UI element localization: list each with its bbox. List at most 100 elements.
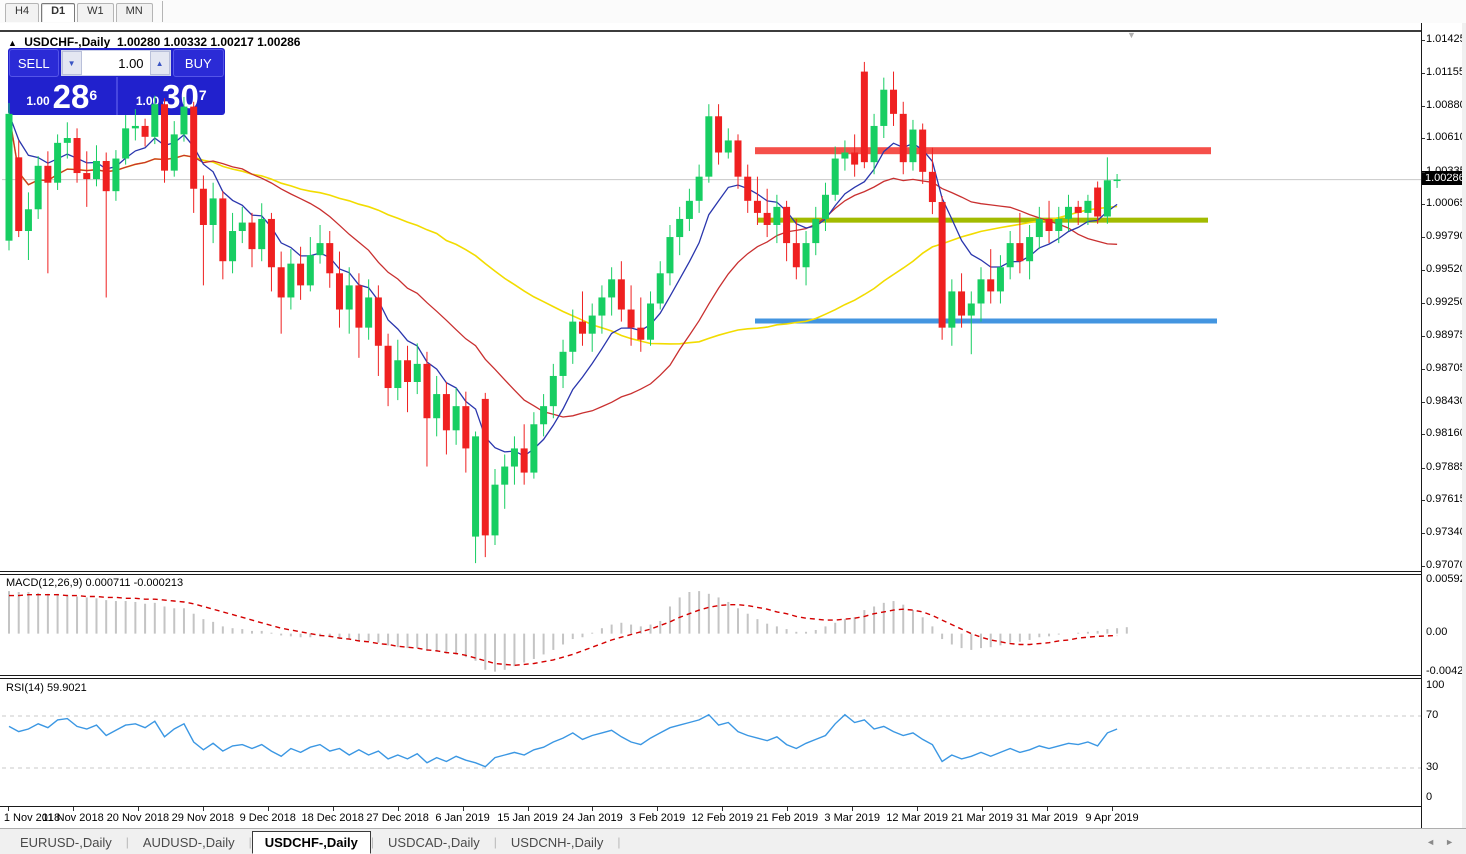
macd-axis-label: -0.004241 [1426, 665, 1466, 677]
candle-body [685, 200, 693, 219]
price-axis-label: 1.00880 [1426, 98, 1466, 111]
date-axis-label: 3 Mar 2019 [824, 812, 881, 824]
pane-separator[interactable] [0, 675, 1421, 676]
bid-price-button[interactable]: 1.00 28 6 [8, 77, 118, 115]
chart-ohlc-values: 1.00280 1.00332 1.00217 1.00286 [116, 35, 301, 49]
macd-indicator-canvas[interactable] [2, 576, 1421, 675]
symbol-tab-usdcnh[interactable]: USDCNH-,Daily [510, 835, 604, 850]
hline-support [755, 318, 1217, 324]
symbol-tab-usdchf[interactable]: USDCHF-,Daily [251, 831, 371, 854]
price-chart-canvas[interactable] [2, 32, 1421, 571]
candle-body [287, 263, 295, 298]
candle-body [1055, 218, 1063, 232]
date-axis-label: 6 Jan 2019 [435, 812, 490, 824]
candle-body [695, 176, 703, 201]
price-axis-label: 0.98160 [1426, 427, 1466, 440]
candle-body [491, 484, 499, 536]
date-axis-label: 9 Apr 2019 [1085, 812, 1139, 824]
date-axis-tick [202, 807, 204, 811]
price-axis-tick [1422, 434, 1425, 436]
chart-window: ▼ ▲ USDCHF-,Daily 1.00280 1.00332 1.0021… [0, 23, 1466, 829]
candle-body [617, 279, 625, 310]
date-axis-tick [592, 807, 594, 811]
timeframe-tab-d1[interactable]: D1 [41, 3, 76, 22]
candle-body [841, 152, 849, 159]
chart-shift-marker-icon[interactable]: ▼ [1127, 30, 1136, 40]
candle-body [734, 140, 742, 177]
candle-body [423, 363, 431, 419]
price-axis[interactable]: 1.00286 1.01425 1.01155 1.00880 1.00610 1.00… [1421, 23, 1466, 828]
candle-body [433, 394, 441, 419]
pane-separator[interactable] [0, 678, 1421, 679]
candle-body [520, 448, 528, 473]
date-axis-label: 12 Mar 2019 [886, 812, 949, 824]
candle-body [229, 231, 237, 262]
candle-body [161, 104, 169, 171]
candle-body [44, 165, 52, 183]
rsi-indicator-canvas[interactable] [2, 680, 1421, 806]
price-axis-tick [1422, 401, 1425, 403]
symbol-tab-usdcad[interactable]: USDCAD-,Daily [388, 835, 480, 850]
price-axis-tick [1422, 72, 1425, 74]
candle-body [559, 351, 567, 376]
candle-body [238, 222, 246, 232]
rsi-axis-label: 100 [1426, 679, 1445, 691]
symbol-tab-eurusd[interactable]: EURUSD-,Daily [20, 835, 112, 850]
candle-body [413, 363, 421, 382]
candle-body [1016, 243, 1024, 262]
candle-body [1064, 206, 1072, 219]
candle-body [753, 200, 761, 213]
candle-body [792, 243, 800, 268]
candle-body [122, 128, 130, 159]
date-axis-tick [657, 807, 659, 811]
tab-scroll-left-icon[interactable]: ◄ [1426, 837, 1436, 847]
date-axis-label: 21 Feb 2019 [756, 812, 819, 824]
candle-body [540, 406, 548, 425]
candle-body [1113, 179, 1121, 182]
candle-body [919, 129, 927, 172]
candle-body [384, 345, 392, 389]
price-axis-tick [1422, 533, 1425, 535]
hline-resistance [755, 147, 1211, 155]
sell-button[interactable]: SELL [9, 49, 59, 77]
candle-body [258, 218, 266, 250]
candle-body [783, 206, 791, 244]
volume-increase-button[interactable]: ▲ [149, 51, 170, 75]
candle-body [821, 194, 829, 219]
tab-scroll-right-icon[interactable]: ► [1445, 837, 1454, 847]
volume-decrease-button[interactable]: ▼ [61, 51, 82, 75]
buy-button[interactable]: BUY [172, 49, 224, 77]
candle-body [112, 158, 120, 192]
price-axis-tick [1422, 270, 1425, 272]
toolbar-separator [161, 1, 163, 22]
candle-body [909, 129, 917, 163]
price-axis-tick [1422, 105, 1425, 107]
date-axis[interactable]: 1 Nov 2018 11 Nov 2018 20 Nov 2018 29 Nov 2… [0, 806, 1421, 829]
price-axis-tick [1422, 40, 1425, 41]
pane-separator[interactable] [0, 574, 1421, 575]
price-axis-tick [1422, 500, 1425, 502]
candle-body [676, 218, 684, 238]
candle-body [394, 360, 402, 389]
pane-separator[interactable] [0, 571, 1421, 572]
candle-body [335, 273, 343, 310]
candle-body [1084, 200, 1092, 213]
date-axis-label: 3 Feb 2019 [629, 812, 686, 824]
volume-input[interactable] [81, 51, 150, 75]
candle-body [549, 375, 557, 407]
date-axis-tick [72, 807, 74, 811]
price-axis-label: 0.97070 [1426, 559, 1466, 571]
chart-title: ▲ USDCHF-,Daily 1.00280 1.00332 1.00217 … [8, 35, 300, 49]
timeframe-tab-w1[interactable]: W1 [77, 3, 114, 22]
candle-body [928, 171, 936, 203]
timeframe-tab-h4[interactable]: H4 [5, 3, 40, 22]
symbol-tab-audusd[interactable]: AUDUSD-,Daily [142, 835, 235, 850]
collapse-panel-icon[interactable]: ▲ [8, 38, 17, 48]
candle-body [510, 448, 518, 467]
date-axis-label: 20 Nov 2018 [106, 812, 170, 824]
timeframe-tab-mn[interactable]: MN [115, 3, 153, 22]
candle-body [54, 142, 62, 183]
tab-separator: | [617, 835, 621, 849]
candle-body [209, 198, 217, 225]
